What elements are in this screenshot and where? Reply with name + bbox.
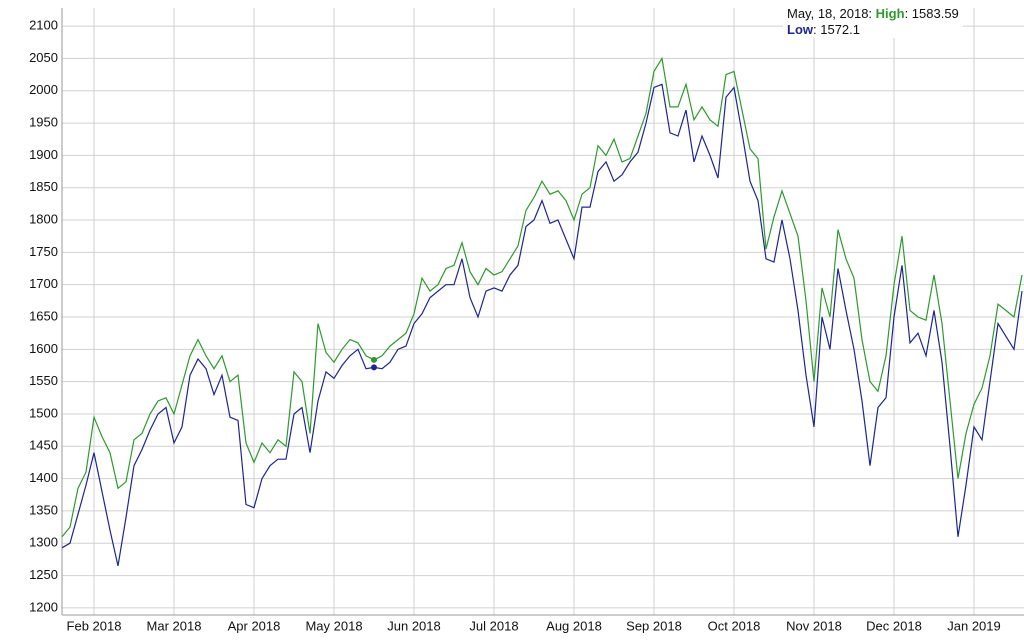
x-tick-label: Dec 2018: [866, 618, 922, 633]
x-tick-label: Apr 2018: [228, 618, 281, 633]
x-tick-label: Jan 2019: [947, 618, 1001, 633]
y-tick-label: 1500: [29, 405, 58, 420]
hover-point: [371, 356, 377, 363]
y-tick-label: 1700: [29, 276, 58, 291]
y-tick-label: 2000: [29, 82, 58, 97]
tooltip-line: Low1572.1: [787, 22, 959, 38]
y-tick-label: 1350: [29, 502, 58, 517]
x-tick-label: Mar 2018: [147, 618, 202, 633]
tooltip-date: May, 18, 2018:: [787, 6, 873, 21]
tooltip-low-value: 1572.1: [813, 22, 860, 37]
y-tick-label: 1200: [29, 599, 58, 614]
y-tick-label: 1250: [29, 567, 58, 582]
y-tick-label: 1300: [29, 535, 58, 550]
tooltip-high-label: High: [875, 6, 905, 21]
y-tick-label: 1750: [29, 244, 58, 259]
y-tick-label: 1950: [29, 115, 58, 130]
x-tick-label: Sep 2018: [626, 618, 682, 633]
x-tick-label: Jun 2018: [387, 618, 441, 633]
x-tick-label: Oct 2018: [708, 618, 761, 633]
line-series: [61, 56, 1023, 538]
tooltip: May, 18, 2018: High1583.59 Low1572.1: [783, 6, 963, 38]
tooltip-high-value: 1583.59: [905, 6, 959, 21]
x-tick-label: Aug 2018: [546, 618, 602, 633]
y-tick-label: 1650: [29, 308, 58, 323]
y-tick-label: 1850: [29, 179, 58, 194]
x-tick-label: Feb 2018: [67, 618, 122, 633]
y-tick-label: 1800: [29, 211, 58, 226]
y-tick-label: 1550: [29, 373, 58, 388]
y-tick-label: 1450: [29, 438, 58, 453]
y-tick-label: 2050: [29, 50, 58, 65]
tooltip-low-label: Low: [787, 22, 813, 37]
x-tick-label: Nov 2018: [786, 618, 842, 633]
y-tick-label: 1400: [29, 470, 58, 485]
y-tick-label: 1600: [29, 341, 58, 356]
y-tick-label: 1900: [29, 147, 58, 162]
hover-point: [371, 364, 377, 371]
tooltip-line: May, 18, 2018: High1583.59: [787, 6, 959, 22]
y-tick-label: 2100: [29, 18, 58, 33]
x-tick-label: Jul 2018: [469, 618, 518, 633]
x-tick-label: May 2018: [305, 618, 362, 633]
line-series: [61, 83, 1023, 567]
